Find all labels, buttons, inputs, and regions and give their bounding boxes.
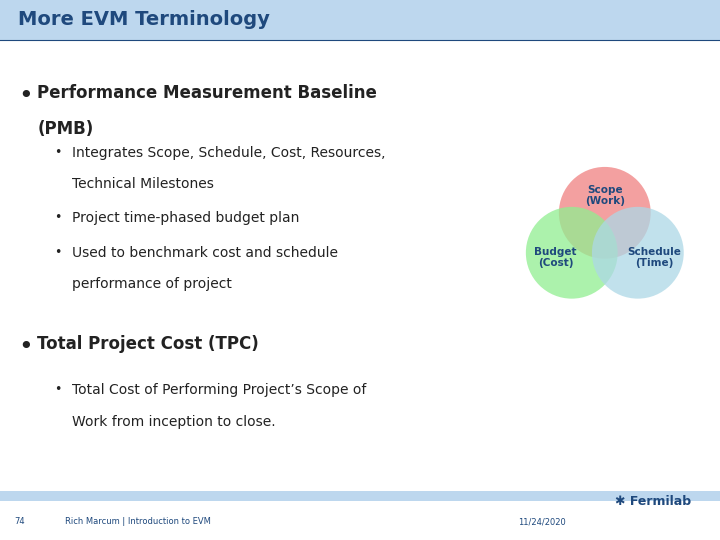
Text: Rich Marcum | Introduction to EVM: Rich Marcum | Introduction to EVM: [65, 517, 211, 526]
FancyBboxPatch shape: [0, 0, 720, 40]
Ellipse shape: [526, 207, 618, 299]
FancyBboxPatch shape: [0, 491, 720, 501]
Ellipse shape: [592, 207, 684, 299]
Text: Technical Milestones: Technical Milestones: [72, 177, 214, 191]
Text: 74: 74: [14, 517, 25, 526]
Text: (PMB): (PMB): [37, 120, 94, 138]
Text: •: •: [54, 383, 61, 396]
Text: Performance Measurement Baseline: Performance Measurement Baseline: [37, 84, 377, 102]
Text: •: •: [54, 146, 61, 159]
Text: Schedule
(Time): Schedule (Time): [627, 247, 681, 268]
Text: Total Project Cost (TPC): Total Project Cost (TPC): [37, 335, 259, 353]
Text: Total Cost of Performing Project’s Scope of: Total Cost of Performing Project’s Scope…: [72, 383, 366, 397]
Text: Budget
(Cost): Budget (Cost): [534, 247, 577, 268]
Text: •: •: [54, 211, 61, 224]
Ellipse shape: [559, 167, 651, 259]
Text: performance of project: performance of project: [72, 277, 232, 291]
Text: •: •: [54, 246, 61, 259]
Text: Integrates Scope, Schedule, Cost, Resources,: Integrates Scope, Schedule, Cost, Resour…: [72, 146, 385, 160]
Text: Used to benchmark cost and schedule: Used to benchmark cost and schedule: [72, 246, 338, 260]
Text: •: •: [18, 84, 32, 107]
Text: More EVM Terminology: More EVM Terminology: [18, 10, 270, 30]
Text: Scope
(Work): Scope (Work): [585, 185, 625, 206]
Text: ✱ Fermilab: ✱ Fermilab: [615, 495, 691, 508]
Text: Project time-phased budget plan: Project time-phased budget plan: [72, 211, 300, 225]
Text: 11/24/2020: 11/24/2020: [518, 517, 566, 526]
Text: •: •: [18, 335, 32, 359]
Text: Work from inception to close.: Work from inception to close.: [72, 415, 276, 429]
